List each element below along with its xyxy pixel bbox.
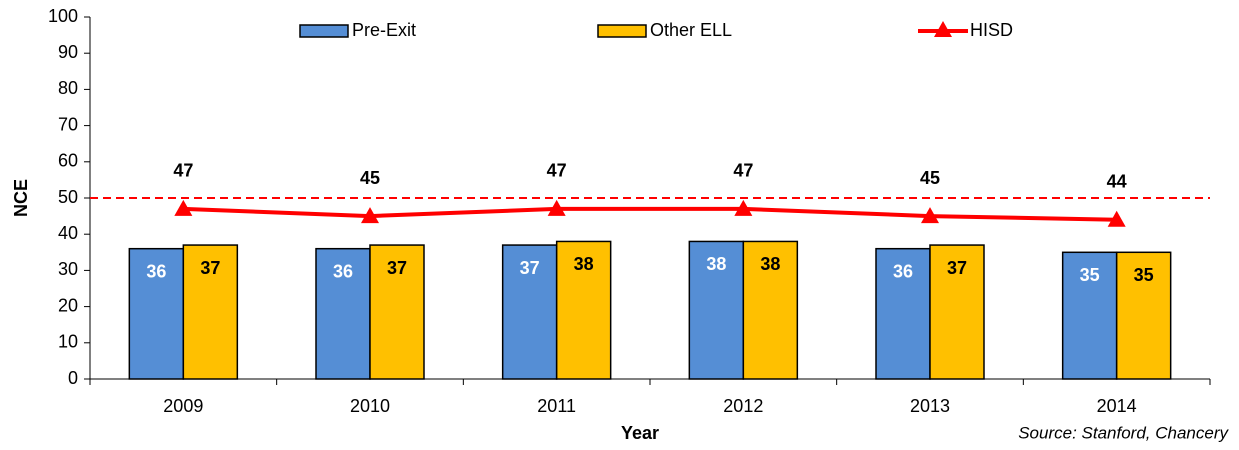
x-tick-label: 2011 [537,396,576,416]
legend-label: HISD [970,20,1013,40]
bar [369,244,425,380]
y-axis-label: NCE [11,179,31,217]
y-tick-label: 20 [58,295,78,315]
x-tick-label: 2012 [723,396,763,416]
line-marker [547,199,566,216]
data-label: 38 [574,254,594,274]
bar [501,244,558,380]
y-tick-label: 100 [48,6,78,26]
data-label: 37 [947,258,967,278]
legend-label: Pre-Exit [352,20,416,40]
x-tick-label: 2014 [1097,396,1137,416]
bar [315,247,371,380]
bar [128,247,185,380]
line-marker [734,199,753,216]
data-label: 44 [1107,171,1127,191]
bar [688,240,745,380]
line-marker [361,207,379,224]
bar [182,244,239,380]
y-tick-label: 70 [58,114,78,134]
legend-swatch [299,24,349,38]
source-note: Source: Stanford, Chancery [1018,423,1229,442]
data-label: 36 [333,261,353,281]
x-tick-label: 2013 [910,396,950,416]
data-label: 37 [520,258,540,278]
data-label: 47 [173,161,193,181]
data-label: 38 [760,254,780,274]
data-label: 37 [200,258,220,278]
data-label: 35 [1080,265,1100,285]
line-marker [921,207,939,224]
data-label: 35 [1134,265,1154,285]
x-axis-label: Year [621,423,659,443]
line-series [183,206,1117,222]
y-tick-label: 60 [58,151,78,171]
line-marker [174,199,193,216]
legend-swatch [597,24,647,38]
y-tick-label: 10 [58,332,78,352]
y-tick-label: 40 [58,223,78,243]
y-tick-label: 90 [58,42,78,62]
x-tick-label: 2010 [350,396,390,416]
bar [1115,251,1172,380]
data-label: 38 [706,254,726,274]
y-tick-label: 50 [58,187,78,207]
legend-marker [934,21,952,37]
bar [555,240,612,380]
bar [929,244,985,380]
data-label: 45 [920,168,940,188]
y-tick-label: 80 [58,78,78,98]
data-label: 36 [146,261,166,281]
data-label: 37 [387,258,407,278]
bar [875,247,931,380]
data-label: 36 [893,261,913,281]
data-label: 47 [547,161,567,181]
data-label: 45 [360,168,380,188]
x-tick-label: 2009 [163,396,203,416]
y-tick-label: 30 [58,259,78,279]
y-tick-label: 0 [68,368,78,388]
line-marker [1107,210,1126,227]
data-label: 47 [733,161,753,181]
bar [742,240,799,380]
legend-label: Other ELL [650,20,732,40]
